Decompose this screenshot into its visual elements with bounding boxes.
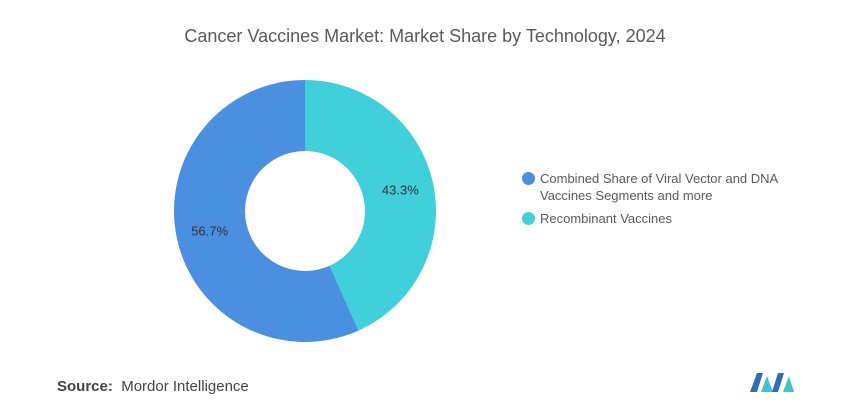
slice-label-1: 56.7% (191, 223, 228, 238)
legend-swatch-recombinant-vaccines (522, 212, 535, 225)
mordor-intelligence-logo (750, 373, 794, 392)
source-label: Source: (57, 378, 113, 395)
source-value: Mordor Intelligence (121, 378, 249, 395)
legend-swatch-combined-share (522, 172, 535, 185)
source-note: Source: Mordor Intelligence (57, 378, 249, 395)
legend-label-recombinant-vaccines: Recombinant Vaccines (540, 211, 672, 226)
slice-recombinant-vaccines (305, 80, 436, 331)
legend-item-recombinant-vaccines: Recombinant Vaccines (522, 210, 822, 227)
chart-legend: Combined Share of Viral Vector and DNA Va… (522, 170, 822, 233)
legend-label-combined-share: Combined Share of Viral Vector and DNA Va… (540, 171, 779, 203)
chart-title: Cancer Vaccines Market: Market Share by … (184, 26, 666, 46)
legend-item-combined-share: Combined Share of Viral Vector and DNA Va… (522, 170, 822, 204)
slice-label-0: 43.3% (382, 183, 419, 198)
slice-combined-share-of-viral-vector-and-dna-vaccines-segments-and-more (174, 80, 359, 342)
